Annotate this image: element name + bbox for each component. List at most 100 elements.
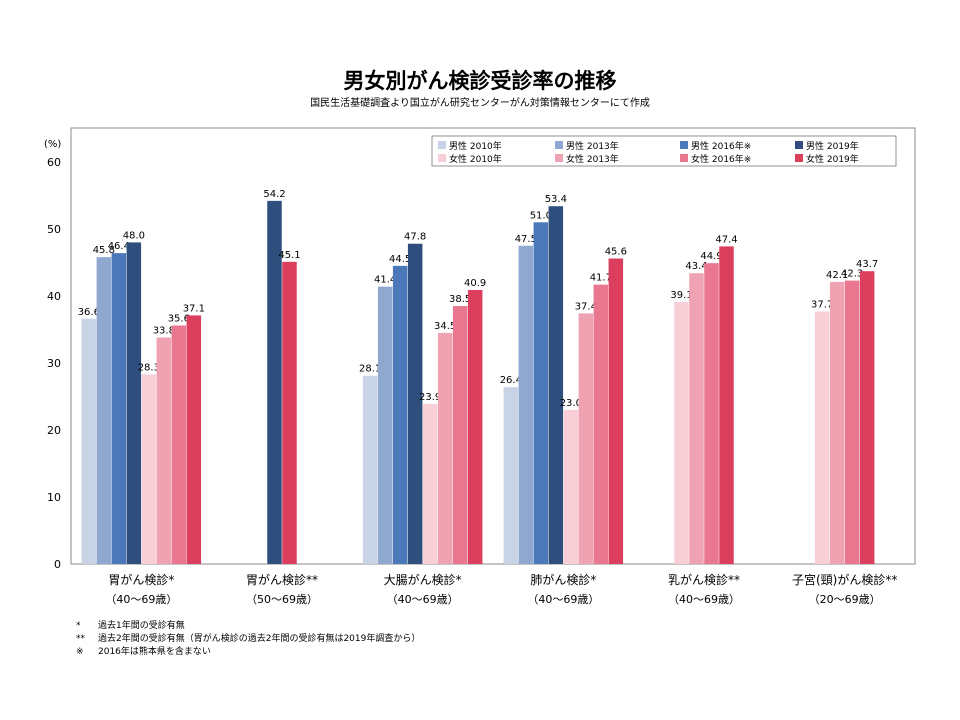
- category-label: 大腸がん検診*: [384, 572, 462, 587]
- bar: [548, 206, 564, 564]
- data-label: 28.1: [359, 364, 381, 375]
- data-label: 35.6: [168, 313, 190, 324]
- bar: [689, 273, 704, 564]
- bar: [503, 387, 519, 564]
- legend-entry: 女性 2016年※: [691, 153, 751, 165]
- category-label: 胃がん検診**: [246, 572, 318, 587]
- data-label: 37.4: [575, 301, 597, 312]
- footnote-mark: **: [76, 634, 86, 644]
- bar: [362, 375, 378, 564]
- bar: [111, 253, 127, 564]
- data-label: 43.7: [856, 259, 878, 270]
- category-age-label: （50〜69歳）: [246, 593, 318, 606]
- bar: [608, 258, 624, 564]
- data-label: 41.7: [590, 273, 612, 284]
- legend-swatch: [438, 154, 446, 162]
- category-age-label: （40〜69歳）: [527, 593, 599, 606]
- category-label: 肺がん検診*: [530, 572, 596, 587]
- footnote-text: 過去2年間の受診有無（胃がん検診の過去2年間の受診有無は2019年調査から）: [98, 632, 420, 644]
- category-age-label: （40〜69歳）: [668, 593, 740, 606]
- data-label: 53.4: [545, 194, 567, 205]
- footnote-text: 過去1年間の受診有無: [98, 619, 185, 631]
- data-label: 54.2: [263, 189, 285, 200]
- bar: [282, 261, 297, 564]
- data-label: 47.4: [715, 234, 737, 245]
- data-label: 28.3: [138, 362, 160, 373]
- bar: [674, 302, 689, 564]
- legend-entry: 男性 2019年: [806, 140, 859, 152]
- data-label: 44.9: [700, 251, 722, 262]
- bar: [96, 257, 112, 564]
- category-age-label: （40〜69歳）: [105, 593, 177, 606]
- data-label: 44.5: [389, 254, 411, 265]
- bar: [392, 265, 408, 564]
- legend-box: [431, 135, 897, 167]
- category-label: 子宮(頸)がん検診**: [792, 572, 897, 587]
- bar: [814, 311, 830, 564]
- bar: [437, 332, 453, 564]
- footnotes: * 過去1年間の受診有無 ** 過去2年間の受診有無（胃がん検診の過去2年間の受診有無…: [76, 619, 420, 657]
- category-label: 胃がん検診*: [108, 572, 174, 587]
- bar: [377, 286, 393, 564]
- data-label: 51.0: [530, 210, 552, 221]
- bar: [578, 313, 594, 564]
- data-label: 37.7: [811, 299, 833, 310]
- data-label: 46.4: [108, 241, 130, 252]
- data-label: 26.4: [500, 375, 522, 386]
- legend-entry: 女性 2013年: [566, 153, 619, 165]
- bar: [829, 281, 845, 564]
- legend-entry: 女性 2019年: [806, 153, 859, 165]
- data-label: 33.8: [153, 326, 175, 337]
- legend-entry: 男性 2013年: [566, 140, 619, 152]
- bar: [452, 306, 468, 564]
- plot-border: [70, 127, 916, 565]
- bar: [859, 271, 875, 564]
- data-label: 45.1: [278, 250, 300, 261]
- category-age-label: （40〜69歳）: [387, 593, 459, 606]
- category-age-label: （20〜69歳）: [809, 593, 881, 606]
- legend-swatch: [680, 154, 688, 162]
- y-tick-label: 40: [47, 290, 61, 303]
- legend-entry: 女性 2010年: [449, 153, 502, 165]
- footnote-mark: *: [76, 621, 81, 631]
- bar: [126, 242, 142, 564]
- bar: [704, 263, 719, 564]
- footnote-text: 2016年は熊本県を含まない: [98, 645, 211, 657]
- data-label: 36.6: [78, 307, 100, 318]
- data-label: 42.3: [841, 269, 863, 280]
- plot-area: 0 10 20 30 40 50 60 36.6 45.846.448.0 28.3 33.8 35.…: [47, 127, 916, 606]
- bar: [186, 315, 202, 564]
- bar: [81, 318, 97, 564]
- data-label: 45.6: [605, 246, 627, 257]
- chart-title: 男女別がん検診受診率の推移: [344, 69, 617, 93]
- data-label: 47.5: [515, 234, 537, 245]
- data-label: 41.4: [374, 275, 396, 286]
- data-label: 43.4: [685, 261, 707, 272]
- bar: [518, 245, 534, 564]
- data-label: 47.8: [404, 232, 426, 243]
- data-label: 23.9: [419, 392, 441, 403]
- data-label: 23.0: [560, 398, 582, 409]
- y-axis-unit: (%): [44, 139, 61, 150]
- data-label: 37.1: [183, 303, 205, 314]
- legend-swatch: [795, 154, 803, 162]
- y-tick-label: 10: [47, 491, 61, 504]
- legend-swatch: [680, 141, 688, 149]
- bar: [563, 409, 579, 564]
- bar: [467, 289, 483, 564]
- category-label: 乳がん検診**: [668, 572, 740, 587]
- data-label: 39.1: [670, 290, 692, 301]
- legend-swatch: [555, 141, 563, 149]
- y-tick-label: 60: [47, 156, 61, 169]
- y-tick-label: 50: [47, 223, 61, 236]
- legend-swatch: [438, 141, 446, 149]
- y-tick-label: 20: [47, 424, 61, 437]
- y-tick-label: 0: [54, 558, 61, 571]
- footnote-mark: ※: [76, 647, 84, 657]
- legend-entry: 男性 2016年※: [691, 140, 751, 152]
- data-label: 38.5: [449, 294, 471, 305]
- legend-entry: 男性 2010年: [449, 140, 502, 152]
- bar: [156, 337, 172, 564]
- bar: [533, 222, 549, 565]
